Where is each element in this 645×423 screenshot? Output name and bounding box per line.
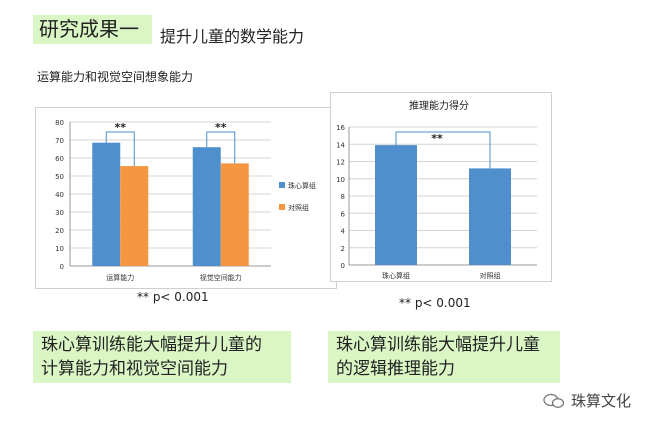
y-tick-label: 2: [341, 245, 345, 253]
right-bar-chart: 推理能力得分 0 2 4 6 8 10 12 14 16 珠心算组 对照组 **: [336, 99, 537, 280]
legend-label: 珠心算组: [288, 181, 316, 190]
significance-bracket: [395, 131, 491, 169]
right-conclusion: 珠心算训练能大幅提升儿童 的逻辑推理能力: [328, 331, 560, 383]
watermark: 珠算文化: [543, 390, 631, 411]
y-tick-label: 30: [55, 209, 64, 217]
left-conclusion: 珠心算训练能大幅提升儿童的 计算能力和视觉空间能力: [33, 331, 291, 383]
y-tick-label: 16: [336, 124, 345, 132]
section-subtitle: 提升儿童的数学能力: [160, 27, 305, 46]
legend-label: 对照组: [288, 203, 309, 212]
y-tick-label: 12: [336, 159, 345, 167]
y-tick-label: 70: [55, 137, 64, 145]
y-tick-label: 8: [341, 193, 345, 201]
left-chart-frame: 0 10 20 30 40 50 60 70 80 运算能力 ** 视觉空间能力 ** 珠心算组对照组: [35, 107, 337, 289]
significance-marker: **: [431, 132, 443, 145]
y-tick-label: 20: [55, 227, 64, 235]
bar: [469, 168, 511, 265]
left-significance-note: ** p< 0.001: [137, 290, 209, 304]
y-tick-label: 80: [55, 119, 64, 127]
bar: [192, 147, 221, 266]
y-tick-label: 10: [55, 245, 64, 253]
significance-bracket: [206, 131, 236, 164]
significance-marker: **: [215, 121, 227, 134]
right-conclusion-line-2: 的逻辑推理能力: [336, 359, 455, 379]
bar: [375, 145, 417, 265]
x-tick-label: 对照组: [480, 271, 501, 280]
y-tick-label: 0: [60, 263, 64, 271]
legend-swatch: [279, 182, 285, 188]
left-conclusion-line-2: 计算能力和视觉空间能力: [41, 359, 228, 379]
y-tick-label: 6: [341, 210, 346, 218]
x-tick-label: 视觉空间能力: [200, 273, 242, 282]
left-conclusion-line-1: 珠心算训练能大幅提升儿童的: [41, 335, 262, 355]
right-significance-note: ** p< 0.001: [399, 296, 471, 310]
significance-marker: **: [114, 121, 126, 134]
bar: [220, 163, 249, 266]
right-chart-frame: 推理能力得分 0 2 4 6 8 10 12 14 16 珠心算组 对照组 **: [330, 92, 552, 282]
chart-title: 推理能力得分: [409, 99, 469, 112]
wechat-icon: [543, 393, 565, 408]
significance-bracket: [105, 131, 135, 167]
y-tick-label: 60: [55, 155, 64, 163]
y-tick-label: 10: [336, 176, 345, 184]
y-tick-label: 0: [341, 262, 345, 270]
bar: [92, 142, 121, 266]
bar: [120, 166, 149, 266]
y-tick-label: 50: [55, 173, 64, 181]
legend-swatch: [279, 204, 285, 210]
x-tick-label: 珠心算组: [382, 271, 410, 280]
x-tick-label: 运算能力: [106, 273, 134, 282]
y-tick-label: 40: [55, 191, 64, 199]
left-chart-label: 运算能力和视觉空间想象能力: [37, 70, 194, 84]
section-title: 研究成果一: [33, 15, 152, 44]
y-tick-label: 14: [336, 141, 345, 149]
y-tick-label: 4: [341, 228, 346, 236]
right-conclusion-line-1: 珠心算训练能大幅提升儿童: [336, 335, 540, 355]
watermark-text: 珠算文化: [570, 392, 631, 410]
